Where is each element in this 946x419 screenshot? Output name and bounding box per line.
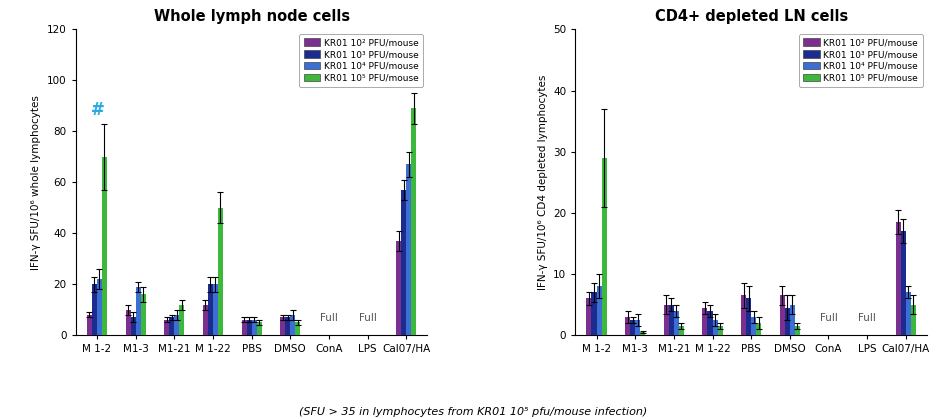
Bar — [290, 315, 295, 335]
Bar — [256, 323, 262, 335]
Bar — [295, 323, 300, 335]
Bar — [597, 286, 602, 335]
Bar — [751, 317, 756, 335]
Bar — [202, 305, 208, 335]
Bar — [780, 295, 785, 335]
Text: Full: Full — [819, 313, 837, 323]
Bar — [213, 284, 218, 335]
Bar — [406, 164, 412, 335]
Bar — [790, 305, 795, 335]
Bar — [630, 320, 635, 335]
Bar — [401, 190, 406, 335]
Bar — [92, 284, 96, 335]
Bar — [756, 323, 762, 335]
Bar — [674, 311, 679, 335]
Bar — [708, 311, 712, 335]
Bar — [906, 292, 911, 335]
Text: Full: Full — [320, 313, 338, 323]
Y-axis label: IFN-γ SFU/10⁶ whole lymphocytes: IFN-γ SFU/10⁶ whole lymphocytes — [31, 95, 42, 270]
Bar — [664, 305, 669, 335]
Bar — [96, 279, 102, 335]
Bar — [87, 315, 92, 335]
Bar — [717, 326, 723, 335]
Bar — [746, 298, 751, 335]
Bar — [587, 298, 591, 335]
Bar — [396, 241, 401, 335]
Bar — [669, 305, 674, 335]
Text: Full: Full — [858, 313, 876, 323]
Bar — [102, 157, 107, 335]
Y-axis label: IFN-γ SFU/10⁶ CD4 depleted lymphocytes: IFN-γ SFU/10⁶ CD4 depleted lymphocytes — [537, 75, 548, 290]
Legend: KR01 10² PFU/mouse, KR01 10³ PFU/mouse, KR01 10⁴ PFU/mouse, KR01 10⁵ PFU/mouse: KR01 10² PFU/mouse, KR01 10³ PFU/mouse, … — [299, 34, 423, 87]
Bar — [602, 158, 606, 335]
Bar — [635, 320, 640, 335]
Bar — [591, 292, 597, 335]
Text: #: # — [91, 101, 105, 119]
Bar — [126, 310, 131, 335]
Bar — [165, 320, 169, 335]
Text: (SFU > 35 in lymphocytes from KR01 10⁵ pfu/mouse infection): (SFU > 35 in lymphocytes from KR01 10⁵ p… — [299, 407, 647, 417]
Bar — [901, 231, 906, 335]
Bar — [785, 308, 790, 335]
Bar — [703, 308, 708, 335]
Bar — [135, 287, 141, 335]
Bar — [218, 208, 223, 335]
Bar — [280, 317, 286, 335]
Title: Whole lymph node cells: Whole lymph node cells — [153, 9, 350, 24]
Bar — [741, 295, 746, 335]
Bar — [896, 222, 901, 335]
Bar — [286, 317, 290, 335]
Bar — [174, 315, 180, 335]
Bar — [795, 326, 800, 335]
Bar — [252, 320, 256, 335]
Bar — [412, 109, 416, 335]
Bar — [625, 317, 630, 335]
Bar — [180, 305, 184, 335]
Title: CD4+ depleted LN cells: CD4+ depleted LN cells — [655, 9, 848, 24]
Text: Full: Full — [359, 313, 377, 323]
Bar — [169, 317, 174, 335]
Legend: KR01 10² PFU/mouse, KR01 10³ PFU/mouse, KR01 10⁴ PFU/mouse, KR01 10⁵ PFU/mouse: KR01 10² PFU/mouse, KR01 10³ PFU/mouse, … — [799, 34, 922, 87]
Bar — [911, 305, 916, 335]
Bar — [131, 317, 135, 335]
Bar — [679, 326, 684, 335]
Bar — [640, 332, 645, 335]
Bar — [247, 320, 252, 335]
Bar — [241, 320, 247, 335]
Bar — [712, 320, 717, 335]
Bar — [208, 284, 213, 335]
Bar — [141, 295, 146, 335]
